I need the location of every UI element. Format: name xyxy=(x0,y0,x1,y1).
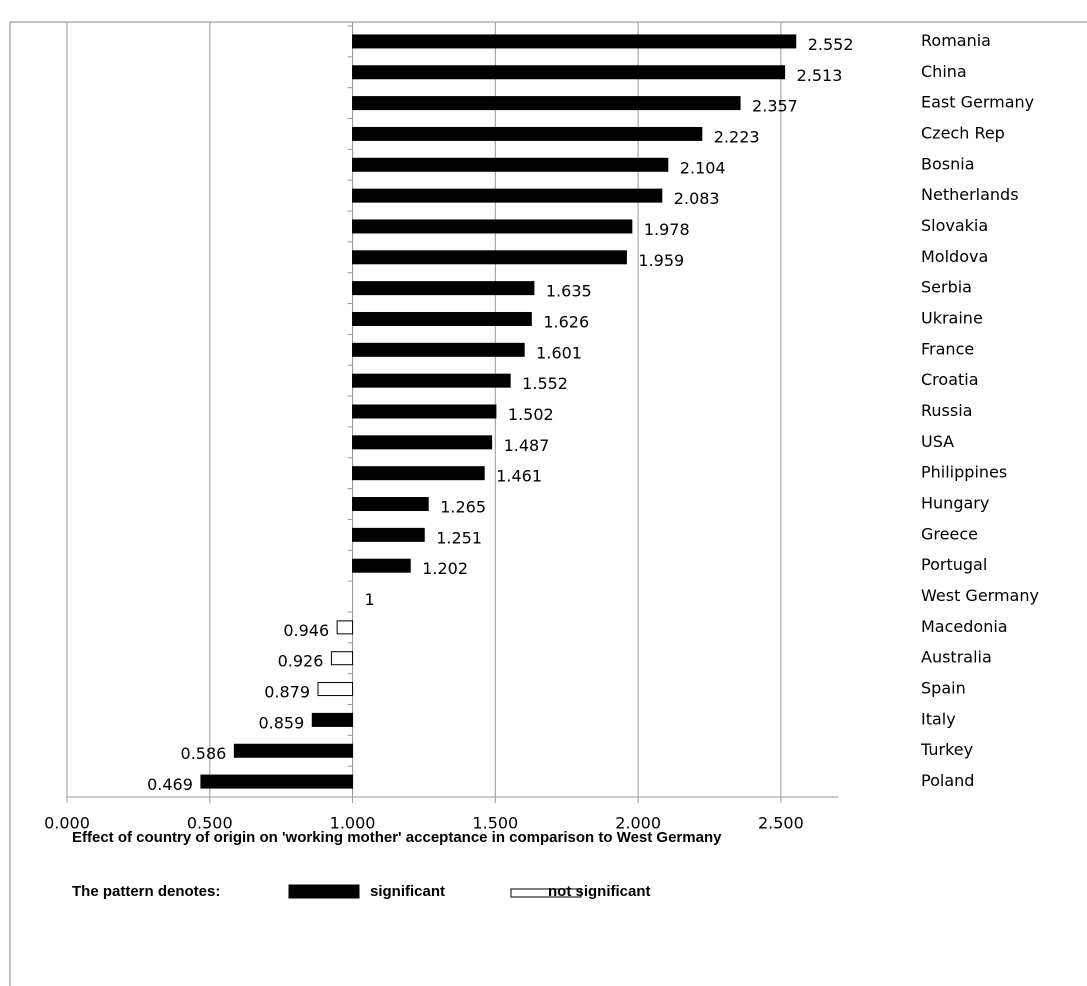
bar xyxy=(233,743,354,758)
x-tick-label: 2.500 xyxy=(758,814,804,833)
category-label: Australia xyxy=(921,648,992,667)
value-label: 1.552 xyxy=(522,374,568,393)
category-label: Portugal xyxy=(921,555,987,574)
value-label: 2.513 xyxy=(797,66,843,85)
category-label: Spain xyxy=(921,679,966,698)
bar xyxy=(336,620,354,635)
x-axis-label: Effect of country of origin on 'working … xyxy=(72,829,722,846)
legend-title: The pattern denotes: xyxy=(72,883,220,900)
bar xyxy=(352,342,525,357)
category-label: West Germany xyxy=(921,586,1039,605)
category-label: Turkey xyxy=(920,740,973,759)
bar xyxy=(352,466,485,481)
x-tick-label: 1.000 xyxy=(330,814,376,833)
value-label: 1 xyxy=(365,590,375,609)
bar xyxy=(311,712,354,727)
value-label: 2.357 xyxy=(752,97,798,116)
bar xyxy=(352,497,429,512)
category-label: Czech Rep xyxy=(921,123,1005,142)
category-label: France xyxy=(921,339,974,358)
bar xyxy=(352,435,493,450)
value-label: 0.926 xyxy=(278,652,324,671)
bar xyxy=(352,558,411,573)
bar xyxy=(352,65,786,80)
x-tick-label: 0.000 xyxy=(44,814,90,833)
bar xyxy=(352,157,669,172)
category-label: Moldova xyxy=(921,247,988,266)
x-tick-label: 0.500 xyxy=(187,814,233,833)
category-label: USA xyxy=(921,432,954,451)
legend-swatch xyxy=(510,888,582,898)
category-label: Romania xyxy=(921,31,991,50)
category-label: Poland xyxy=(921,771,974,790)
value-label: 0.946 xyxy=(283,621,329,640)
category-label: Macedonia xyxy=(921,617,1008,636)
bar xyxy=(317,682,354,697)
value-label: 1.502 xyxy=(508,405,554,424)
bar xyxy=(352,311,532,326)
category-label: Serbia xyxy=(921,278,972,297)
value-label: 0.879 xyxy=(264,683,310,702)
category-label: Greece xyxy=(921,524,978,543)
legend-label: not significant xyxy=(548,883,651,900)
legend-swatch xyxy=(288,884,360,899)
bar xyxy=(352,188,663,203)
value-label: 1.626 xyxy=(543,312,589,331)
category-label: Italy xyxy=(921,709,956,728)
bar xyxy=(352,404,497,419)
category-label: Russia xyxy=(921,401,972,420)
value-label: 1.601 xyxy=(536,343,582,362)
value-label: 1.487 xyxy=(504,436,550,455)
x-tick-label: 2.000 xyxy=(615,814,661,833)
bar xyxy=(352,281,535,296)
value-label: 0.469 xyxy=(147,775,193,794)
value-label: 2.104 xyxy=(680,158,726,177)
value-label: 1.461 xyxy=(496,467,542,486)
legend-label: significant xyxy=(370,883,445,900)
category-label: East Germany xyxy=(921,93,1034,112)
category-label: China xyxy=(921,62,967,81)
category-label: Slovakia xyxy=(921,216,988,235)
bar xyxy=(352,96,741,111)
value-label: 1.202 xyxy=(422,559,468,578)
value-label: 1.978 xyxy=(644,220,690,239)
category-label: Ukraine xyxy=(921,308,983,327)
category-label: Bosnia xyxy=(921,154,975,173)
value-label: 2.223 xyxy=(714,127,760,146)
bar xyxy=(352,373,511,388)
value-label: 1.265 xyxy=(440,498,486,517)
value-label: 0.586 xyxy=(181,744,227,763)
value-label: 1.251 xyxy=(436,528,482,547)
bar xyxy=(352,219,633,234)
value-label: 0.859 xyxy=(258,713,304,732)
bar xyxy=(330,651,354,666)
x-tick-label: 1.500 xyxy=(472,814,518,833)
value-label: 2.552 xyxy=(808,35,854,54)
value-label: 1.959 xyxy=(638,251,684,270)
category-label: Hungary xyxy=(921,494,989,513)
value-label: 1.635 xyxy=(546,282,592,301)
bar xyxy=(352,527,425,542)
bar xyxy=(352,250,627,265)
bar xyxy=(352,34,797,49)
bar xyxy=(200,774,354,789)
category-label: Netherlands xyxy=(921,185,1019,204)
value-label: 2.083 xyxy=(674,189,720,208)
category-label: Croatia xyxy=(921,370,979,389)
category-label: Philippines xyxy=(921,463,1007,482)
bar xyxy=(352,126,703,141)
